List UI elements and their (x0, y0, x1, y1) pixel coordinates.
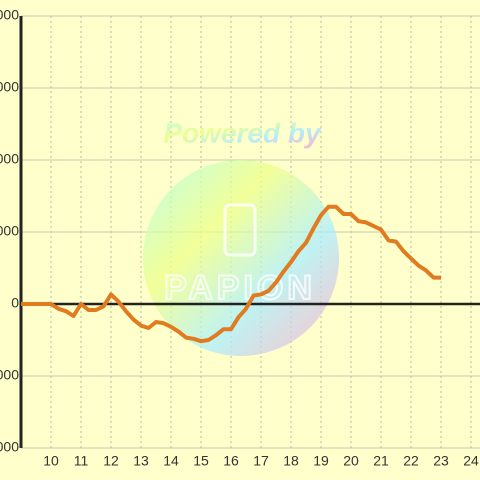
line (21, 204, 441, 344)
watermark: Powered by (163, 117, 322, 148)
x-tick-label: 18 (283, 453, 299, 469)
x-tick-label: 14 (163, 453, 179, 469)
x-tick-label: 23 (433, 453, 449, 469)
y-tick-label: -3,000 (0, 367, 19, 383)
x-tick-label: 17 (253, 453, 269, 469)
x-tick-label: 16 (223, 453, 239, 469)
x-tick-label: 19 (313, 453, 329, 469)
y-tick-label: 6,000 (0, 151, 19, 167)
y-tick-label: 12,000 (0, 7, 19, 23)
logo-icon (223, 203, 257, 257)
x-tick-label: 13 (133, 453, 149, 469)
x-tick-label: 20 (343, 453, 359, 469)
logo-text: PAPION (164, 269, 316, 307)
x-tick-label: 21 (373, 453, 389, 469)
x-tick-label: 22 (403, 453, 419, 469)
plot: -6,000 -3,000 0 3,000 6,000 9,000 12,000 10 11 12… (0, 7, 480, 469)
x-tick-label: 11 (74, 453, 89, 469)
x-tick-label: 15 (193, 453, 209, 469)
y-tick-label: 3,000 (0, 223, 19, 239)
y-tick-label: 9,000 (0, 79, 19, 95)
y-tick-label: -6,000 (0, 439, 19, 455)
x-tick-label: 12 (103, 453, 119, 469)
x-tick-label: 24 (463, 453, 479, 469)
y-tick-label: 0 (11, 295, 19, 311)
watermark-logo (143, 160, 339, 356)
x-tick-label: 10 (43, 453, 59, 469)
